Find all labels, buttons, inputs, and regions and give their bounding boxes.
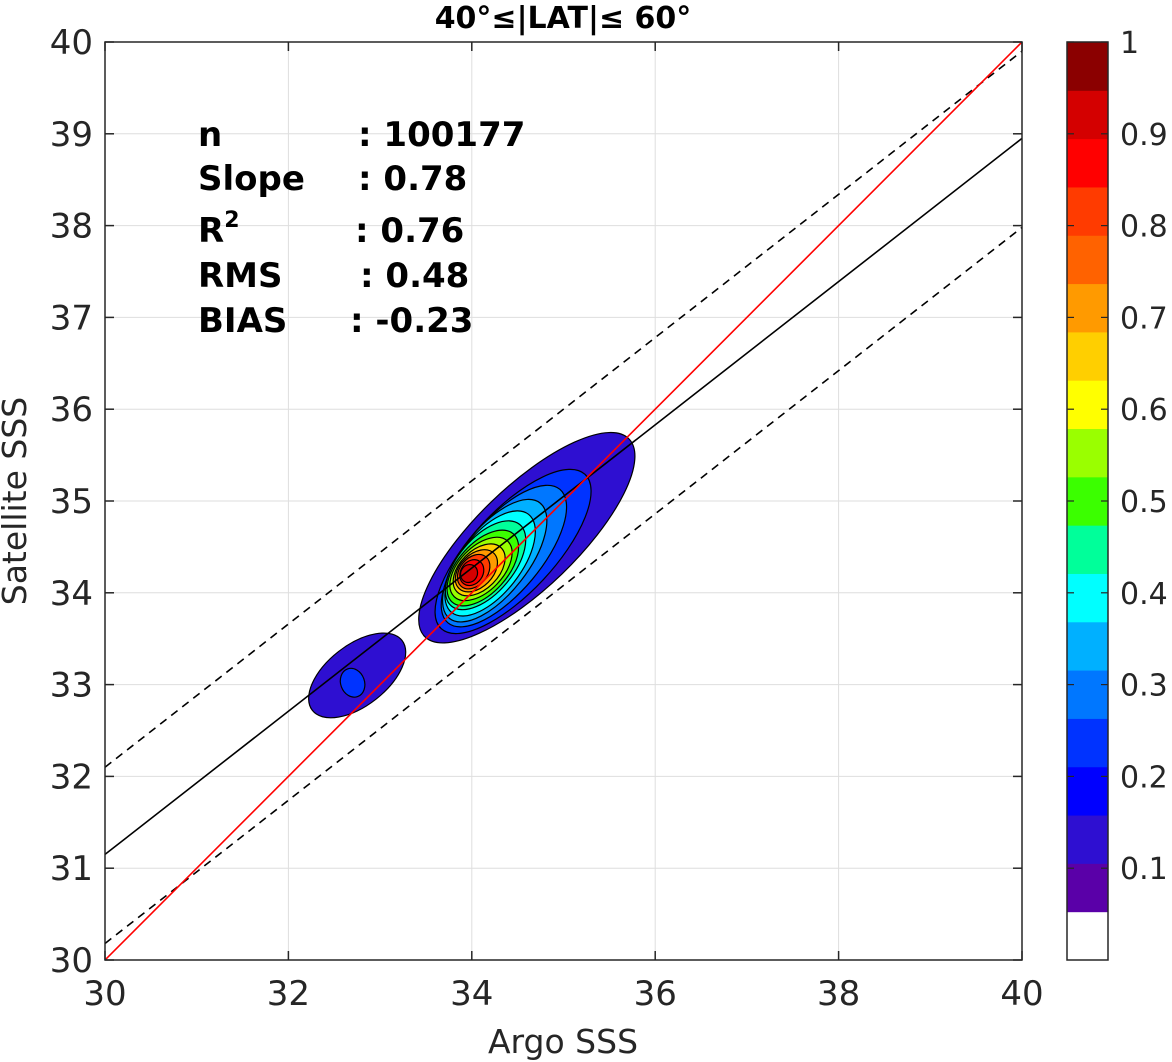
- colorbar-segment: [1067, 138, 1108, 188]
- y-tick-label: 35: [50, 482, 93, 522]
- colorbar-ticks: [1067, 41, 1108, 869]
- colorbar-label: 0.8: [1120, 210, 1168, 245]
- reference-lines: [105, 42, 1022, 960]
- colorbar-segment: [1067, 718, 1108, 768]
- stat-rms-value: : 0.48: [360, 256, 469, 296]
- fit-upper-bound-line: [105, 50, 1022, 768]
- colorbar-label: 0.6: [1120, 393, 1168, 428]
- y-tick-label: 32: [50, 757, 93, 797]
- colorbar-segment: [1067, 670, 1108, 719]
- colorbar-segment: [1067, 90, 1108, 140]
- colorbar-segment: [1067, 380, 1108, 430]
- y-axis-title: Satellite SSS: [0, 397, 34, 606]
- secondary-cluster-contour-2: [339, 667, 366, 698]
- stat-rms-label: RMS: [198, 256, 283, 296]
- y-tick-label: 34: [50, 574, 93, 614]
- fit-line: [105, 137, 1022, 856]
- y-tick-label: 37: [50, 298, 93, 338]
- colorbar-labels: 0.1 0.2 0.3 0.4 0.5 0.6 0.7 0.8 0.9 1: [1120, 26, 1168, 887]
- colorbar-label: 0.2: [1120, 760, 1168, 795]
- chart-title: 40°≤|LAT|≤ 60°: [435, 1, 692, 36]
- x-tick-label: 38: [817, 974, 860, 1014]
- y-tick-label: 36: [50, 390, 93, 430]
- colorbar-segment: [1067, 428, 1108, 478]
- y-tick-label: 38: [50, 207, 93, 247]
- colorbar-segment: [1067, 621, 1108, 671]
- colorbar-segment: [1067, 525, 1108, 574]
- colorbar-segment: [1067, 911, 1108, 961]
- statistics-box: n : 100177 Slope : 0.78 R2 : 0.76 RMS : …: [198, 115, 525, 341]
- grid: [104, 41, 1023, 961]
- colorbar-label: 0.3: [1120, 669, 1168, 704]
- x-tick-label: 36: [634, 974, 677, 1014]
- colorbar-segment: [1067, 186, 1108, 236]
- stat-r2-base: R: [198, 211, 224, 251]
- colorbar-segment: [1067, 863, 1108, 913]
- x-axis-title: Argo SSS: [488, 1022, 638, 1061]
- stat-bias-value: : -0.23: [350, 301, 473, 341]
- x-tick-label: 34: [450, 974, 493, 1014]
- stat-n-label: n: [198, 115, 222, 155]
- y-tick-label: 33: [50, 666, 93, 706]
- x-tick-label: 40: [1000, 974, 1043, 1014]
- fit-lower-bound-line: [105, 226, 1022, 945]
- colorbar-segment: [1067, 235, 1108, 285]
- colorbar-segment: [1067, 283, 1108, 333]
- stat-r2-label: R2: [198, 208, 240, 251]
- x-tick-label: 30: [83, 974, 126, 1014]
- colorbar-segment: [1067, 815, 1108, 864]
- colorbar-label: 0.1: [1120, 852, 1168, 887]
- one-to-one-line: [105, 42, 1022, 960]
- y-tick-label: 39: [50, 115, 93, 155]
- colorbar-segment: [1067, 331, 1108, 381]
- x-tick-label: 32: [267, 974, 310, 1014]
- y-tick-labels: 30 31 32 33 34 35 36 37 38 39 40: [50, 23, 93, 981]
- colorbar-segment: [1067, 42, 1108, 91]
- stat-r2-value: : 0.76: [355, 211, 464, 251]
- colorbar-label: 0.5: [1120, 485, 1168, 520]
- colorbar-label: 0.4: [1120, 577, 1168, 612]
- colorbar-segment: [1067, 766, 1108, 816]
- x-tick-labels: 30 32 34 36 38 40: [83, 974, 1043, 1014]
- stat-slope-label: Slope: [198, 159, 305, 199]
- y-tick-label: 30: [50, 941, 93, 981]
- axis-ticks: [104, 41, 1023, 961]
- stat-slope-value: : 0.78: [358, 159, 467, 199]
- colorbar-frame: [1066, 41, 1109, 961]
- stat-r2-superscript: 2: [224, 208, 239, 233]
- y-tick-label: 40: [50, 23, 93, 63]
- colorbar-label: 1: [1120, 26, 1139, 61]
- colorbar-label: 0.7: [1120, 301, 1168, 336]
- stat-n-value: : 100177: [358, 115, 525, 155]
- y-tick-label: 31: [50, 849, 93, 889]
- colorbar-label: 0.9: [1120, 118, 1168, 153]
- colorbar-segment: [1067, 573, 1108, 623]
- colorbar: [1067, 42, 1108, 961]
- stat-bias-label: BIAS: [198, 301, 287, 341]
